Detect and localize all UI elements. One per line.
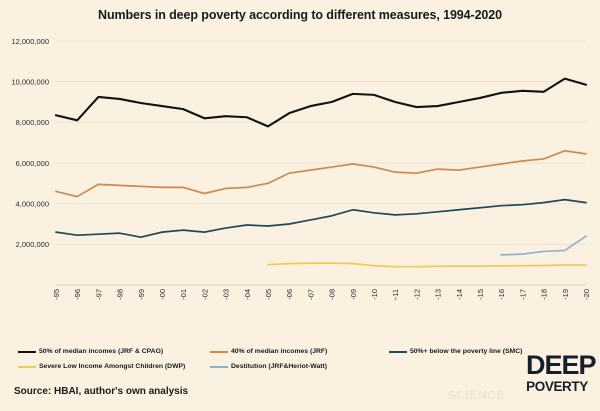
legend-item-1[interactable]: 40% of median incomes (JRF) [210, 348, 385, 355]
legend-label-0: 50% of median incomes (JRF & CPAG) [39, 348, 164, 355]
watermark-text: SCIENCE [448, 388, 505, 402]
series-line [500, 235, 587, 256]
x-axis-tick-label: 1999-00 [158, 289, 167, 300]
legend-swatch-icon-4 [210, 365, 228, 368]
legend-item-0[interactable]: 50% of median incomes (JRF & CPAG) [18, 348, 206, 355]
x-axis-tick-label: 2016-17 [518, 289, 527, 300]
legend-swatch-icon-0 [18, 350, 36, 353]
y-axis-tick-label: 10,000,000 [11, 77, 49, 86]
legend-row-2: Severe Low Income Amongst Children (DWP)… [18, 359, 588, 374]
y-axis-tick-label: 8,000,000 [16, 118, 49, 127]
series-line [267, 262, 587, 268]
x-axis-tick-label: 2017-18 [540, 289, 549, 300]
legend-item-3[interactable]: Severe Low Income Amongst Children (DWP) [18, 363, 206, 370]
legend-swatch-icon-3 [18, 365, 36, 368]
series-line [55, 149, 587, 198]
logo-line-2: POVERTY [526, 379, 588, 394]
line-chart-svg: 2,000,000 4,000,000 6,000,000 8,000,000 10,0… [11, 37, 591, 300]
legend-label-3: Severe Low Income Amongst Children (DWP) [39, 363, 186, 370]
x-axis-tick-label: 2011-12 [412, 289, 421, 300]
x-axis-tick-label: 1995-96 [73, 289, 82, 300]
x-axis-tick-label: 2014-15 [476, 289, 485, 300]
series-line [55, 198, 587, 239]
logo-line-1: DEEP [526, 350, 597, 380]
x-axis-tick-label: 1997-98 [116, 289, 125, 300]
y-axis-tick-label: 2,000,000 [16, 240, 49, 249]
legend-label-1: 40% of median incomes (JRF) [231, 348, 328, 355]
legend-swatch-icon-1 [210, 350, 228, 353]
x-axis-tick-label: 2003-04 [243, 289, 252, 300]
legend-row-1: 50% of median incomes (JRF & CPAG) 40% o… [18, 344, 588, 359]
legend-item-4[interactable]: Destitution (JRF&Heriot-Watt) [210, 363, 385, 370]
plot-area: 2,000,000 4,000,000 6,000,000 8,000,000 10,0… [0, 30, 600, 300]
legend-item-2[interactable]: 50%+ below the poverty line (SMC) [389, 348, 579, 355]
x-axis-tick-label: 2005-06 [285, 289, 294, 300]
x-axis-tick-label: 2013-14 [455, 289, 464, 300]
x-axis-tick-label: 1996-97 [94, 289, 103, 300]
x-axis-tick-label: 2002-03 [222, 289, 231, 300]
legend-label-4: Destitution (JRF&Heriot-Watt) [231, 363, 328, 370]
x-axis-tick-label: 2000-01 [179, 289, 188, 300]
y-axis-tick-label: 6,000,000 [16, 159, 49, 168]
legend-swatch-icon-2 [389, 350, 407, 353]
x-axis-tick-label: 2009-10 [370, 289, 379, 300]
legend-label-2: 50%+ below the poverty line (SMC) [410, 348, 523, 355]
x-axis-tick-label: 2008-09 [349, 289, 358, 300]
source-note: Source: HBAI, author's own analysis [14, 386, 189, 397]
x-axis-tick-label: 2004-05 [264, 289, 273, 300]
x-axis-tick-label: 2010-11 [391, 289, 400, 300]
y-axis-tick-label: 12,000,000 [11, 37, 49, 46]
x-axis-tick-label: 1998-99 [137, 289, 146, 300]
x-axis-tick-label: 2006-07 [306, 289, 315, 300]
x-axis-tick-label: 2007-08 [328, 289, 337, 300]
x-axis-tick-label: 2012-13 [434, 289, 443, 300]
y-axis-tick-label: 4,000,000 [16, 199, 49, 208]
x-axis-tick-label: 2001-02 [200, 289, 209, 300]
x-axis-tick-label: 1994-95 [52, 289, 61, 300]
deep-poverty-logo: DEEP POVERTY [526, 350, 597, 394]
x-axis-tick-label: 2019-20 [582, 289, 591, 300]
x-axis-tick-label: 2015-16 [497, 289, 506, 300]
chart-title: Numbers in deep poverty according to dif… [98, 8, 502, 22]
series-line [54, 77, 588, 128]
chart-legend: 50% of median incomes (JRF & CPAG) 40% o… [18, 344, 588, 374]
x-axis-tick-label: 2018-19 [561, 289, 570, 300]
